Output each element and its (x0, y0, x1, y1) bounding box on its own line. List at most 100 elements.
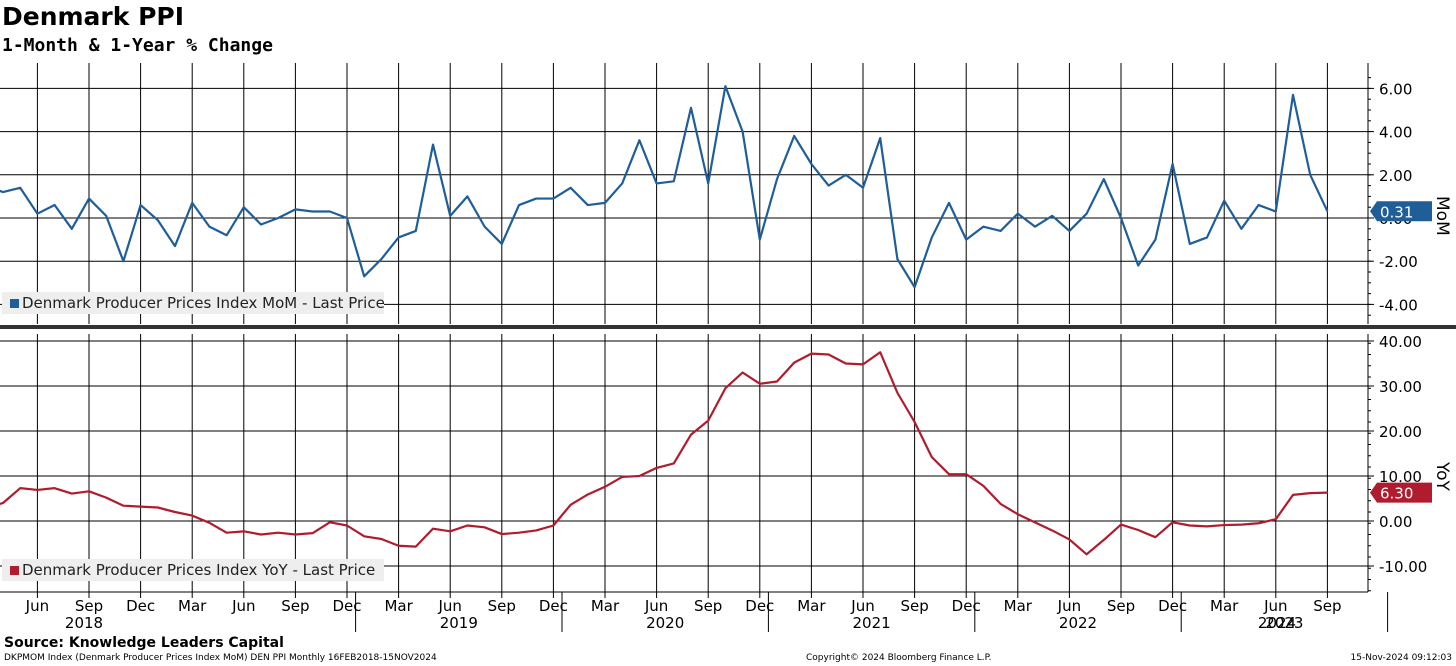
mom-data-point (363, 275, 365, 277)
yoy-data-point (965, 473, 967, 475)
yoy-data-point (277, 532, 279, 534)
yoy-data-point (879, 351, 881, 353)
yoy-data-point (1103, 539, 1105, 541)
mom-data-point (982, 226, 985, 228)
label-layer: Denmark Producer Prices Index MoM - Last… (2, 201, 1432, 581)
x-tick-label: Sep (1107, 597, 1135, 615)
mom-data-point (776, 178, 778, 180)
yoy-data-point (226, 532, 228, 534)
mom-data-point (587, 204, 589, 206)
yoy-data-point (466, 524, 468, 527)
yoy-data-point (552, 524, 555, 527)
mom-data-point (535, 197, 537, 200)
x-year-label: 2022 (1059, 614, 1097, 632)
x-tick-label: Sep (281, 597, 309, 615)
mom-data-point (1051, 215, 1053, 217)
x-year-label: 2020 (646, 614, 684, 632)
mom-data-point (449, 215, 451, 217)
x-tick-label: Mar (1210, 597, 1239, 615)
mom-data-point (673, 180, 675, 182)
yoy-data-point (208, 522, 210, 524)
axis-layer: 6.00 4.00 2.00 0.00 -2.00 -4.00 MoM 40.00 30.00 2… (0, 63, 1452, 632)
x-tick-label: Mar (1004, 597, 1033, 615)
yoy-data-point (243, 530, 245, 532)
source-note: Source: Knowledge Leaders Capital (4, 635, 284, 651)
y-tick-label: 6.00 (1379, 80, 1412, 98)
last-value-label: 0.31 (1380, 203, 1413, 221)
mom-data-point (810, 163, 813, 165)
mom-data-point (1086, 213, 1088, 215)
yoy-data-point (380, 538, 382, 540)
y-tick-label: 30.00 (1379, 378, 1422, 396)
y-tick-label: -4.00 (1379, 296, 1418, 314)
y-tick-label: 0.00 (1379, 513, 1412, 531)
x-year-label: 2023 (1265, 614, 1303, 632)
mom-data-point (277, 217, 279, 219)
mom-data-point (759, 239, 761, 241)
mom-data-point (1154, 239, 1156, 241)
yoy-data-point (71, 492, 73, 495)
mom-data-point (638, 139, 641, 141)
mom-data-point (931, 236, 933, 239)
yoy-data-point (810, 353, 813, 355)
panel-layer (0, 325, 1456, 329)
yoy-data-point (54, 487, 56, 489)
yoy-data-point (191, 515, 193, 517)
yoy-data-point (793, 362, 795, 364)
mom-data-point (260, 223, 262, 226)
legend-label: Denmark Producer Prices Index MoM - Last… (22, 294, 385, 312)
x-tick-label: Jun (437, 597, 461, 615)
yoy-data-point (742, 371, 744, 374)
mom-data-point (36, 213, 39, 215)
mom-data-point (88, 197, 90, 200)
mom-data-point (1206, 236, 1208, 239)
mom-data-point (1326, 210, 1328, 212)
mom-data-point (208, 226, 210, 228)
yoy-data-point (1223, 524, 1225, 526)
mom-data-point (1275, 210, 1277, 213)
mom-data-point (1240, 228, 1242, 230)
mom-data-point (1000, 230, 1002, 232)
yoy-data-point (122, 505, 124, 507)
legend-swatch (10, 566, 19, 575)
yoy-data-point (1172, 521, 1174, 523)
mom-data-point (226, 234, 228, 236)
x-tick-label: Dec (745, 597, 774, 615)
footer-timestamp: 15-Nov-2024 09:12:03 (1350, 653, 1452, 663)
mom-data-point (879, 137, 881, 139)
y-tick-label: 4.00 (1379, 124, 1412, 142)
mom-data-point (157, 219, 159, 221)
legend-box (2, 292, 384, 314)
mom-data-point (896, 258, 899, 260)
yoy-data-point (1154, 536, 1156, 538)
last-value-tag (1370, 201, 1432, 222)
mom-data-point (1292, 94, 1294, 96)
yoy-data-point (1292, 494, 1294, 496)
mom-data-point (294, 208, 296, 210)
mom-data-point (948, 202, 950, 204)
yoy-data-point (432, 528, 434, 530)
legend-label: Denmark Producer Prices Index YoY - Last… (22, 561, 375, 579)
yoy-data-point (484, 526, 486, 528)
yoy-data-point (914, 421, 916, 423)
last-value-label: 6.30 (1380, 485, 1413, 503)
x-tick-label: Sep (75, 597, 103, 615)
yoy-data-point (398, 545, 400, 547)
yoy-data-point (724, 387, 727, 389)
yoy-data-point (346, 524, 348, 527)
mom-data-point (862, 187, 864, 189)
mom-data-point (105, 215, 107, 217)
mom-data-point (174, 245, 176, 247)
yoy-data-point (415, 546, 417, 548)
x-tick-label: Jun (1057, 597, 1081, 615)
mom-data-point (1258, 204, 1260, 206)
mom-data-point (965, 239, 967, 241)
mom-data-point (1223, 200, 1225, 202)
yoy-data-point (982, 485, 985, 487)
x-tick-label: Mar (0, 597, 1, 615)
x-tick-label: Dec (1158, 597, 1187, 615)
yoy-data-point (1258, 522, 1260, 524)
mom-data-point (1172, 163, 1174, 165)
mom-data-point (621, 182, 623, 185)
mom-data-point (742, 131, 744, 133)
